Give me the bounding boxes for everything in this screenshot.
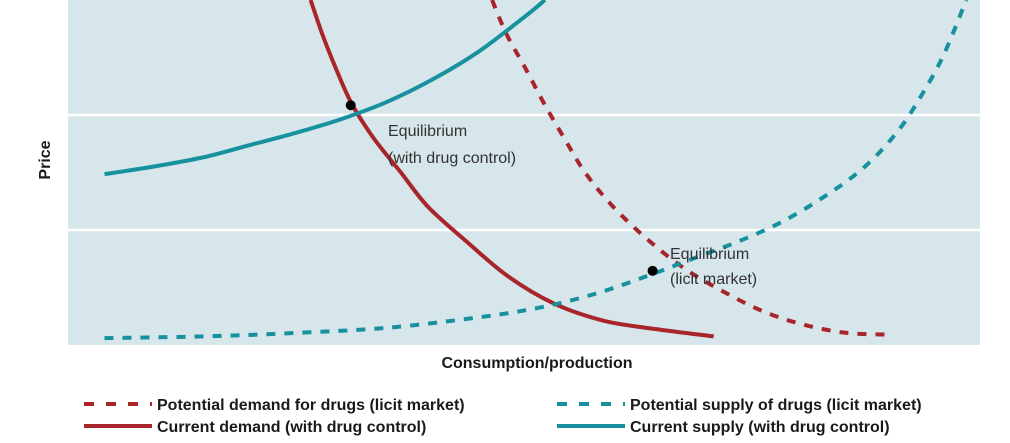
annotation-eq-control-line2: (with drug control): [388, 150, 516, 167]
plot-background: [68, 0, 980, 345]
series-line-current-demand: [308, 0, 714, 339]
series-line-potential-supply: [104, 0, 969, 341]
series-potential-demand: [490, 0, 894, 337]
annotation-eq-licit-line1: Equilibrium: [670, 246, 749, 263]
legend: Potential demand for drugs (licit market…: [84, 397, 922, 436]
legend-label-current-supply: Current supply (with drug control): [630, 419, 890, 436]
series-current-demand: [308, 0, 714, 339]
legend-label-potential-demand: Potential demand for drugs (licit market…: [157, 397, 465, 414]
y-axis-title: Price: [37, 140, 54, 179]
equilibrium-point-eq-licit: [647, 265, 658, 276]
annotation-eq-licit-line2: (licit market): [670, 271, 757, 288]
x-axis-title: Consumption/production: [441, 355, 632, 372]
legend-label-potential-supply: Potential supply of drugs (licit market): [630, 397, 922, 414]
series-potential-supply: [104, 0, 969, 341]
series-line-potential-demand: [490, 0, 894, 337]
equilibrium-point-eq-control: [345, 100, 356, 111]
equilibrium-points: [345, 100, 658, 276]
gridlines: [68, 113, 980, 232]
series-current-supply: [104, 0, 547, 177]
series-line-current-supply: [104, 0, 547, 177]
annotation-eq-control-line1: Equilibrium: [388, 123, 467, 140]
legend-label-current-demand: Current demand (with drug control): [157, 419, 426, 436]
